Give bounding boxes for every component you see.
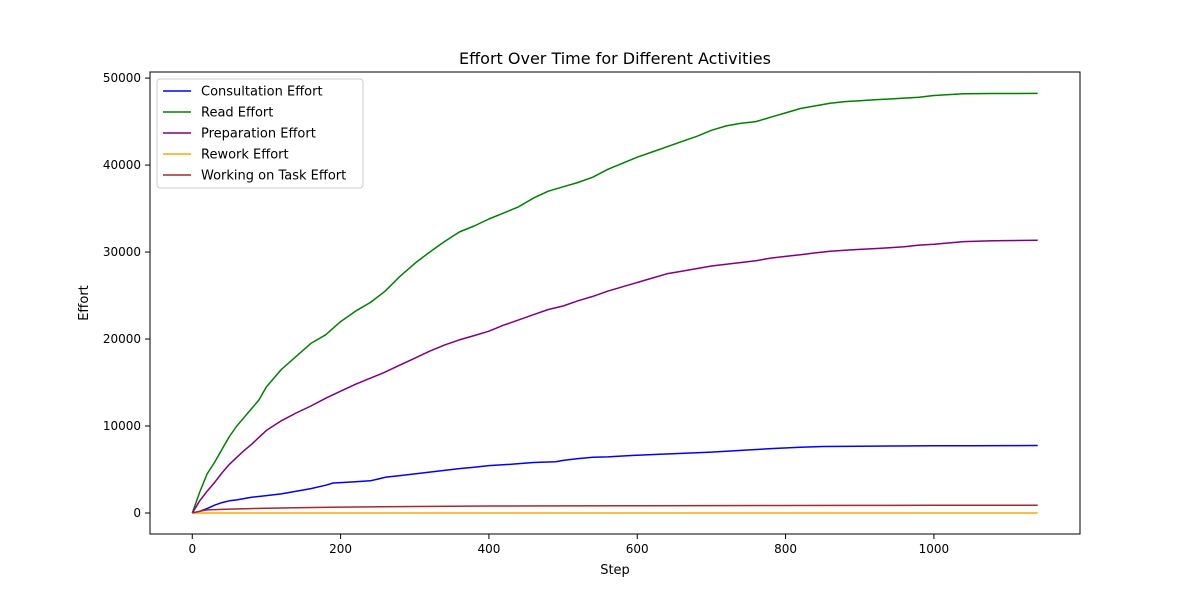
x-tick-label: 600	[626, 542, 649, 556]
x-tick-label: 400	[477, 542, 500, 556]
y-tick-label: 40000	[103, 158, 141, 172]
y-tick-label: 30000	[103, 245, 141, 259]
series-line-working-on-task-effort	[192, 504, 1038, 514]
legend-label-preparation-effort: Preparation Effort	[201, 127, 316, 142]
legend-label-read-effort: Read Effort	[201, 106, 273, 121]
x-tick-label: 1000	[919, 542, 950, 556]
y-tick-label: 0	[133, 506, 141, 520]
x-tick-label: 800	[774, 542, 797, 556]
y-axis: 0 10000 20000 30000 40000 50000	[103, 71, 150, 520]
y-tick-label: 50000	[103, 71, 141, 85]
x-tick-label: 200	[329, 542, 352, 556]
legend-label-consultation-effort: Consultation Effort	[201, 85, 323, 100]
y-axis-label: Effort	[77, 285, 92, 321]
legend: Consultation Effort Read Effort Preparatio…	[156, 78, 364, 189]
series-line-read-effort	[191, 92, 1038, 514]
series-line-preparation-effort	[191, 239, 1038, 514]
series-line-consultation-effort	[192, 444, 1038, 514]
y-tick-label: 10000	[103, 419, 141, 433]
x-tick-label: 0	[188, 542, 196, 556]
x-axis-label: Step	[600, 563, 630, 578]
y-tick-label: 20000	[103, 332, 141, 346]
legend-label-rework-effort: Rework Effort	[201, 148, 289, 163]
legend-label-working-on-task-effort: Working on Task Effort	[201, 169, 346, 184]
legend-box	[156, 78, 364, 189]
x-axis: 0 200 400 600 800 1000	[188, 534, 949, 556]
series-lines	[191, 92, 1038, 514]
chart-title: Effort Over Time for Different Activitie…	[459, 49, 771, 68]
